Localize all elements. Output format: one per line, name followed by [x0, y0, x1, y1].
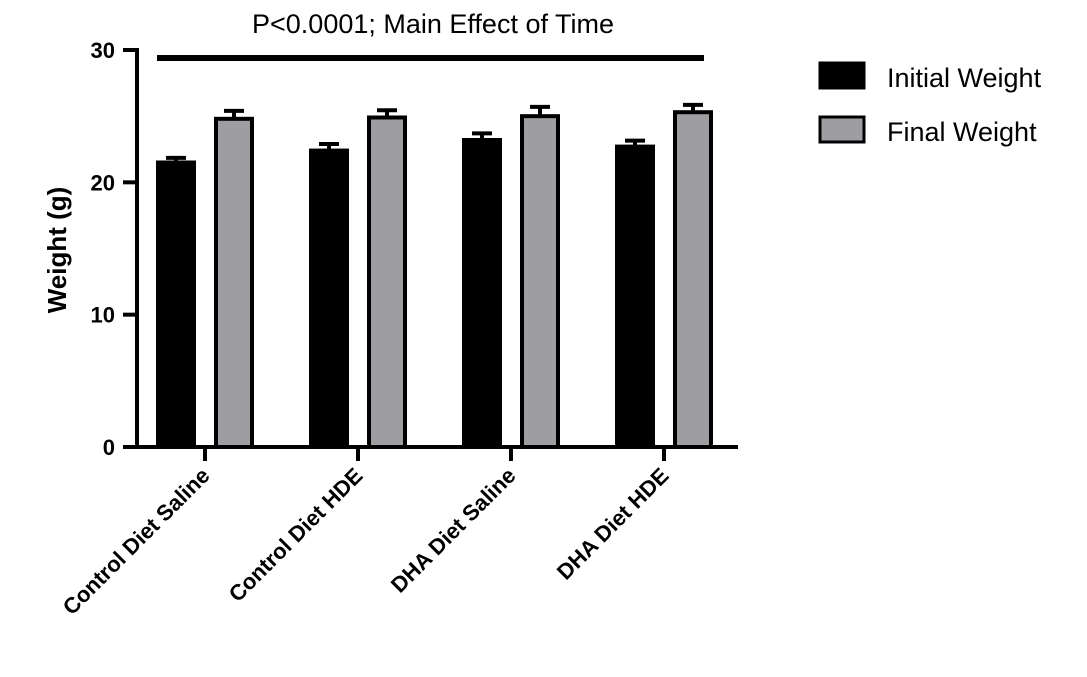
bar-initial — [462, 137, 502, 449]
legend-item-final: Final Weight — [818, 115, 1037, 147]
y-tick-label: 10 — [91, 303, 115, 328]
category-label: Control Diet Saline — [58, 463, 215, 620]
axes-layer — [135, 48, 738, 449]
significance-annotation: P<0.0001; Main Effect of Time — [252, 9, 614, 39]
y-tick-label: 20 — [91, 170, 115, 195]
bar-initial — [309, 148, 349, 449]
y-ticks: 0 10 20 30 — [91, 38, 137, 460]
bar-final — [520, 114, 560, 450]
category-label: DHA Diet HDE — [552, 463, 674, 585]
legend-label-initial: Initial Weight — [887, 63, 1042, 93]
category-label: DHA Diet Saline — [386, 463, 521, 598]
category-label: Control Diet HDE — [224, 463, 368, 607]
bar-final — [367, 115, 407, 450]
bar-initial — [615, 144, 655, 449]
legend-swatch-initial — [818, 61, 866, 90]
legend-item-initial: Initial Weight — [818, 61, 1042, 93]
legend-label-final: Final Weight — [887, 117, 1037, 147]
x-ticks: Control Diet Saline Control Diet HDE DHA D… — [58, 447, 674, 620]
bar-initial — [156, 160, 196, 449]
y-tick-label: 0 — [103, 435, 115, 460]
legend: Initial Weight Final Weight — [818, 61, 1042, 147]
y-axis-title: Weight (g) — [42, 187, 72, 314]
y-tick-label: 30 — [91, 38, 115, 63]
legend-swatch-final — [818, 115, 866, 144]
bars-layer — [156, 102, 713, 450]
bar-final — [214, 116, 254, 450]
bar-final — [673, 110, 713, 450]
